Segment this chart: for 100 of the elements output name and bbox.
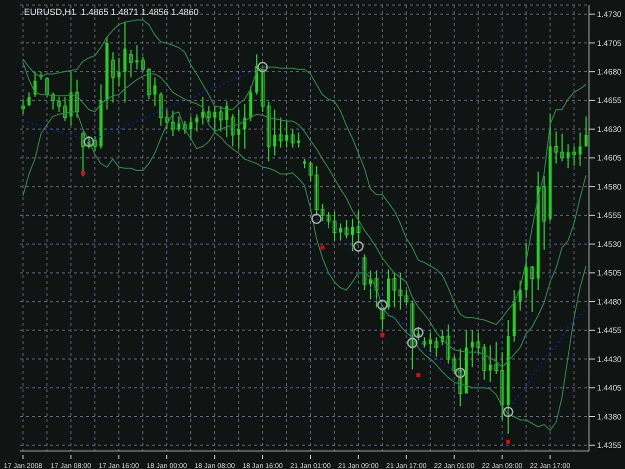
candlestick bbox=[542, 176, 546, 250]
y-tick-label: 1.4405 bbox=[597, 384, 622, 393]
candlestick bbox=[584, 116, 588, 147]
candlestick bbox=[153, 76, 156, 107]
point bbox=[84, 136, 94, 148]
candlestick bbox=[266, 100, 271, 162]
y-tick-label: 1.4605 bbox=[597, 154, 622, 163]
point bbox=[353, 241, 364, 252]
candlestick bbox=[182, 120, 187, 134]
point bbox=[80, 170, 85, 175]
point bbox=[311, 214, 322, 224]
candlestick bbox=[111, 52, 115, 104]
y-tick-label: 1.4730 bbox=[597, 10, 622, 20]
candlestick bbox=[243, 103, 246, 150]
candlestick bbox=[177, 116, 180, 132]
point bbox=[416, 373, 420, 378]
y-tick-label: 1.4705 bbox=[597, 38, 622, 48]
candlestick bbox=[524, 242, 528, 299]
y-tick-label: 1.4355 bbox=[597, 441, 622, 450]
point bbox=[502, 406, 514, 418]
candlestick bbox=[206, 106, 211, 123]
point bbox=[506, 440, 510, 444]
candlestick bbox=[351, 218, 354, 252]
candlestick bbox=[297, 132, 300, 148]
y-tick-label: 1.4505 bbox=[597, 268, 622, 278]
candlestick bbox=[470, 330, 474, 368]
candlestick bbox=[117, 57, 120, 88]
candlestick bbox=[170, 110, 175, 137]
candlestick bbox=[398, 272, 402, 310]
candlestick bbox=[308, 160, 312, 182]
y-tick-label: 1.4455 bbox=[597, 326, 622, 336]
candlestick bbox=[362, 254, 366, 291]
candlestick bbox=[45, 76, 49, 98]
candlestick bbox=[554, 130, 558, 164]
candlestick bbox=[339, 222, 342, 242]
candlestick bbox=[260, 68, 265, 112]
candlestick bbox=[285, 120, 288, 148]
candlestick bbox=[146, 68, 151, 100]
y-tick-label: 1.4430 bbox=[597, 354, 622, 364]
candlestick bbox=[452, 354, 456, 375]
point bbox=[413, 327, 424, 338]
candlestick bbox=[195, 114, 198, 132]
candlestick bbox=[164, 109, 169, 130]
candlestick bbox=[332, 211, 336, 242]
candlestick bbox=[158, 92, 163, 126]
y-tick-label: 1.4380 bbox=[597, 412, 622, 422]
candlestick bbox=[518, 280, 522, 312]
candlestick bbox=[201, 96, 204, 126]
candlestick bbox=[422, 336, 426, 348]
candlestick bbox=[482, 344, 486, 380]
point bbox=[407, 338, 418, 348]
candlestick bbox=[63, 96, 67, 122]
candlestick bbox=[21, 98, 25, 115]
candlestick bbox=[129, 49, 133, 78]
point bbox=[380, 332, 384, 337]
candlestick bbox=[189, 116, 192, 140]
point bbox=[320, 246, 324, 250]
candlestick bbox=[213, 106, 216, 134]
candlestick bbox=[488, 344, 492, 383]
candlestick bbox=[81, 130, 85, 177]
candlestick bbox=[320, 203, 324, 222]
candlestick bbox=[560, 133, 564, 162]
y-tick-label: 1.4630 bbox=[597, 124, 622, 134]
candlestick bbox=[123, 22, 126, 104]
y-tick-label: 1.4555 bbox=[597, 211, 622, 220]
candlestick bbox=[566, 143, 570, 169]
candlestick bbox=[392, 272, 396, 308]
y-tick-label: 1.4530 bbox=[597, 240, 622, 249]
candlestick bbox=[494, 341, 498, 375]
candlestick bbox=[278, 117, 283, 148]
candlestick bbox=[230, 114, 235, 147]
candlestick bbox=[57, 96, 61, 112]
candlestick bbox=[356, 210, 360, 244]
candlestick bbox=[290, 128, 295, 148]
y-tick-label: 1.4655 bbox=[597, 96, 622, 106]
candlestick bbox=[93, 135, 97, 152]
candlestick bbox=[314, 165, 318, 216]
y-tick-label: 1.4680 bbox=[597, 68, 622, 77]
candlestick bbox=[476, 332, 480, 356]
candlestick bbox=[344, 219, 348, 239]
candlestick bbox=[28, 92, 31, 107]
y-tick-label: 1.4480 bbox=[597, 297, 622, 306]
candlestick bbox=[51, 92, 55, 110]
candlestick bbox=[410, 300, 414, 370]
candlestick bbox=[434, 336, 438, 358]
point bbox=[377, 300, 388, 310]
candlestick bbox=[237, 109, 240, 150]
y-tick-label: 1.4580 bbox=[597, 182, 622, 192]
candlestick bbox=[380, 304, 384, 330]
candlestick bbox=[404, 289, 408, 306]
candlestick bbox=[368, 270, 372, 300]
candlestick bbox=[428, 332, 432, 353]
candlestick bbox=[572, 146, 576, 167]
point bbox=[257, 62, 268, 72]
candlestick bbox=[218, 106, 223, 132]
candlestick bbox=[140, 56, 145, 72]
chart-title: EURUSD,H1 1.4865 1.4871 1.4856 1.4860 bbox=[24, 7, 199, 17]
candlestick bbox=[374, 270, 378, 308]
candlestick bbox=[326, 211, 330, 229]
point bbox=[454, 368, 466, 378]
